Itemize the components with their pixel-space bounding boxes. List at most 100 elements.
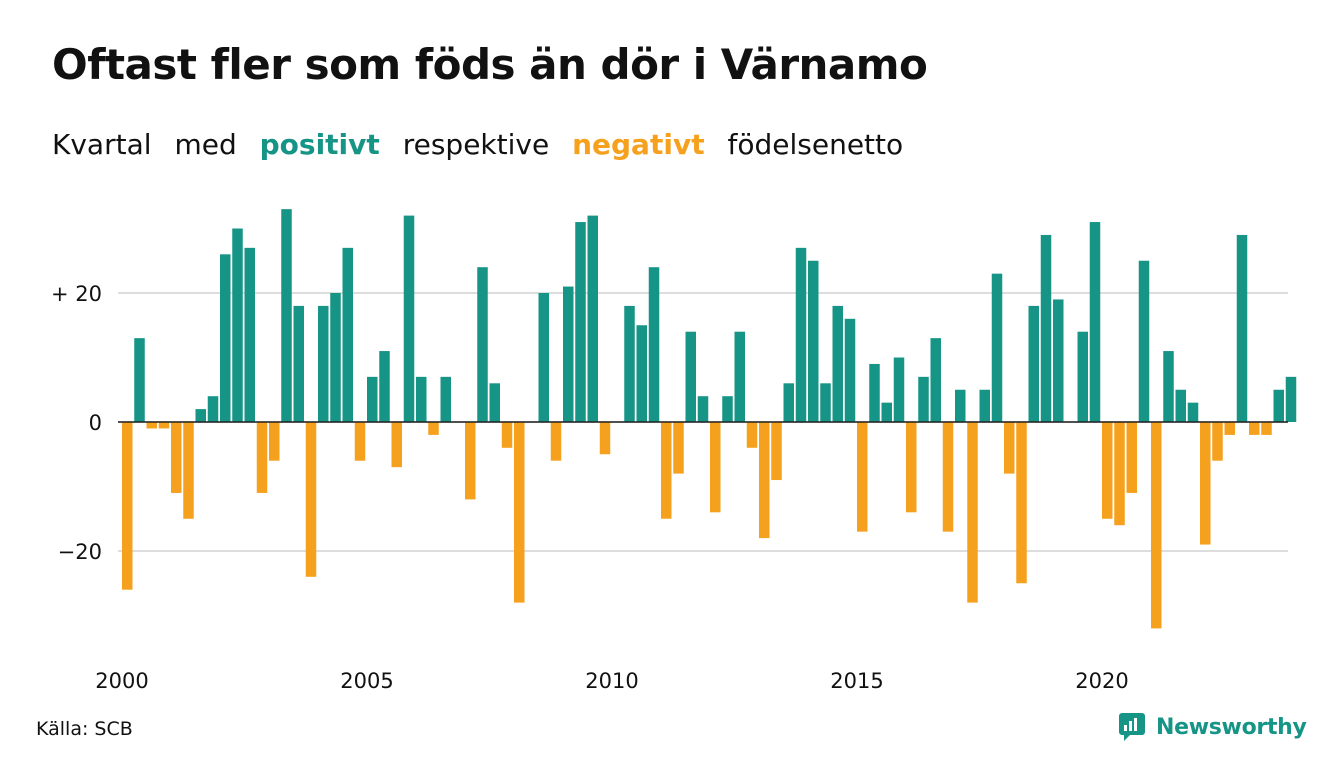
y-tick-label: + 20 — [51, 282, 102, 306]
bar-positive — [318, 305, 329, 422]
bar-positive — [734, 331, 745, 422]
brand-name: Newsworthy — [1156, 714, 1307, 740]
y-axis-labels: + 20 0 −20 — [51, 282, 102, 564]
bar-negative — [746, 422, 758, 448]
bar-negative — [661, 422, 672, 519]
chart-title: Oftast fler som föds än dör i Värnamo — [52, 40, 928, 89]
bar-positive — [134, 338, 145, 422]
bar-positive — [648, 267, 660, 422]
bar-negative — [1224, 422, 1235, 435]
bar-negative — [305, 422, 317, 577]
bar-positive — [403, 215, 415, 422]
bar-positive — [1138, 260, 1150, 422]
bar-positive — [195, 409, 206, 422]
subtitle-part-2: med — [174, 128, 237, 161]
x-axis-labels: 2000 2005 2010 2015 2020 — [95, 669, 1128, 693]
subtitle-negative-legend: negativt — [572, 128, 705, 161]
bar-negative — [673, 422, 684, 474]
bar-negative — [1151, 422, 1162, 629]
bar-negative — [1249, 422, 1260, 435]
bar-negative — [146, 422, 157, 429]
bar-negative — [391, 422, 402, 468]
bar-positive — [1053, 299, 1064, 422]
bar-positive — [685, 331, 696, 422]
bar-positive — [587, 215, 598, 422]
subtitle-part-4: födelsenetto — [727, 128, 904, 161]
bar-positive — [342, 247, 353, 422]
bar-positive — [979, 389, 990, 422]
bar-positive — [955, 389, 966, 422]
bar-positive — [477, 267, 488, 422]
x-tick-label: 2005 — [340, 669, 393, 693]
bar-positive — [844, 318, 856, 422]
bar-positive — [1175, 389, 1186, 422]
y-tick-label: −20 — [58, 540, 102, 564]
bar-positive — [538, 293, 549, 422]
chart-subtitle: Kvartal med positivt respektive negativt… — [52, 128, 917, 161]
bar-positive — [281, 209, 292, 422]
bar-negative — [465, 422, 476, 500]
bar-positive — [930, 338, 941, 422]
bar-negative — [906, 422, 917, 513]
bar-negative — [967, 422, 978, 603]
bar-negative — [771, 422, 782, 481]
bar-positive — [1187, 402, 1199, 422]
bar-positive — [1089, 222, 1101, 422]
bar-negative — [269, 422, 280, 461]
bar-positive — [636, 325, 647, 422]
bar-positive — [563, 286, 574, 422]
bar-positive — [783, 383, 794, 422]
bar-positive — [244, 247, 255, 422]
bar-negative — [501, 422, 513, 448]
bar-negative — [122, 422, 133, 590]
bar-positive — [293, 305, 304, 422]
bar-positive — [722, 396, 733, 422]
bar-negative — [514, 422, 525, 603]
bar-negative — [710, 422, 721, 513]
subtitle-positive-legend: positivt — [259, 128, 380, 161]
bar-negative — [759, 422, 770, 539]
bar-negative — [354, 422, 366, 461]
bar-negative — [1016, 422, 1027, 584]
bar-positive — [440, 376, 451, 422]
y-tick-label: 0 — [89, 411, 102, 435]
bar-negative — [550, 422, 562, 461]
bar-negative — [1200, 422, 1211, 545]
bar-positive — [869, 363, 880, 422]
subtitle-part-3: respektive — [402, 128, 550, 161]
bar-positive — [881, 402, 892, 422]
bar-positive — [575, 222, 586, 422]
bar-negative — [1114, 422, 1125, 526]
bar-positive — [367, 376, 378, 422]
bar-positive — [1040, 234, 1052, 422]
bar-negative — [857, 422, 868, 532]
bar-positive — [697, 396, 709, 422]
bar-positive — [893, 357, 905, 422]
bar-positive — [832, 305, 843, 422]
bar-negative — [183, 422, 194, 519]
x-tick-label: 2000 — [95, 669, 148, 693]
newsworthy-logo-icon — [1119, 713, 1145, 741]
bar-positive — [991, 273, 1003, 422]
bar-negative — [1004, 422, 1015, 474]
bar-positive — [232, 228, 243, 422]
subtitle-part-1: Kvartal — [52, 128, 152, 161]
bar-positive — [220, 254, 231, 422]
bar-positive — [330, 293, 341, 422]
bar-positive — [1285, 376, 1297, 422]
x-tick-label: 2015 — [830, 669, 883, 693]
bar-positive — [379, 351, 390, 422]
brand-logo[interactable]: Newsworthy — [1118, 712, 1307, 742]
bar-positive — [795, 247, 807, 422]
bar-positive — [1273, 389, 1284, 422]
bar-negative — [942, 422, 954, 532]
bar-positive — [1163, 351, 1174, 422]
bar-positive — [808, 260, 819, 422]
bar-negative — [171, 422, 182, 493]
bar-positive — [489, 383, 500, 422]
bar-negative — [256, 422, 268, 493]
bar-positive — [416, 376, 427, 422]
bar-positive — [624, 305, 635, 422]
x-tick-label: 2010 — [585, 669, 638, 693]
bar-positive — [820, 383, 831, 422]
